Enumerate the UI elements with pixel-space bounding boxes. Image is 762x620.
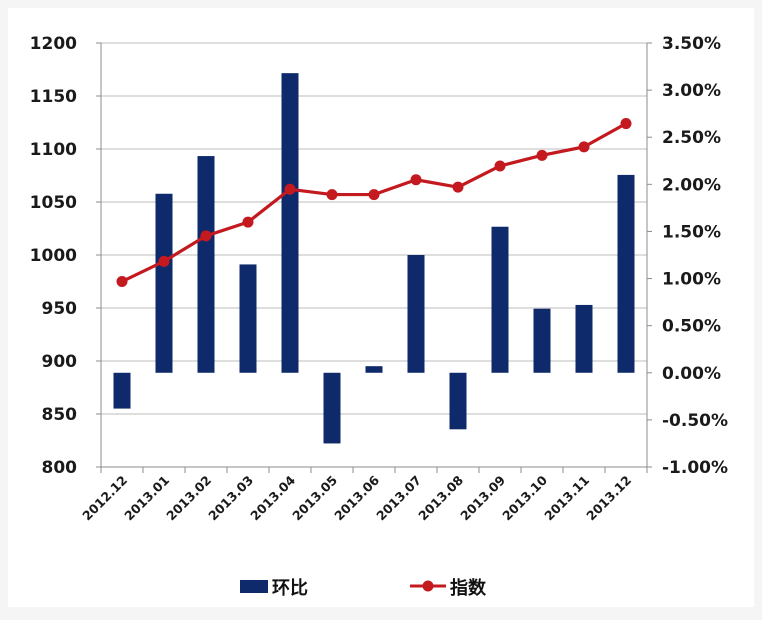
y-right-tick-label: 2.50% <box>662 128 721 148</box>
y-right-tick-label: 2.00% <box>662 175 721 195</box>
y-right-tick-label: -1.00% <box>662 458 728 478</box>
line-point <box>326 189 338 201</box>
legend-label-bar: 环比 <box>272 578 308 599</box>
y-left-tick-label: 1000 <box>30 246 77 266</box>
bar <box>407 255 425 373</box>
line-point <box>410 174 422 186</box>
y-left-tick-label: 1100 <box>30 140 77 160</box>
line-point <box>284 183 296 195</box>
line-point <box>200 230 212 242</box>
y-right-tick-label: 1.50% <box>662 222 721 242</box>
bar <box>323 372 341 444</box>
bar <box>155 193 173 373</box>
bar <box>197 156 215 373</box>
bar <box>365 366 383 373</box>
bar <box>113 372 131 409</box>
line-point <box>452 181 464 193</box>
line-point <box>494 160 506 172</box>
bar <box>491 226 509 373</box>
line-point <box>620 118 632 130</box>
y-left-tick-label: 850 <box>42 405 78 425</box>
legend-swatch-marker <box>422 580 434 592</box>
y-right-tick-label: -0.50% <box>662 411 728 431</box>
line-point <box>536 149 548 161</box>
line-point <box>158 255 170 267</box>
legend: 环比 指数 <box>240 577 487 599</box>
y-left-tick-label: 1150 <box>30 87 77 107</box>
y-right-tick-label: 0.50% <box>662 317 721 337</box>
y-left-tick-label: 800 <box>42 458 78 478</box>
y-left-tick-label: 900 <box>42 352 78 372</box>
y-right-tick-label: 1.00% <box>662 270 721 290</box>
line-point <box>242 216 254 228</box>
y-left-tick-label: 1050 <box>30 193 77 213</box>
bar <box>239 264 257 373</box>
line-point <box>368 189 380 201</box>
line-point <box>116 276 128 287</box>
legend-label-line: 指数 <box>450 577 487 599</box>
bar <box>617 174 635 373</box>
y-right-tick-label: 3.00% <box>662 81 721 101</box>
y-left-tick-label: 1200 <box>30 34 77 54</box>
legend-swatch-bar <box>240 580 268 593</box>
bar <box>575 304 593 373</box>
line-point <box>578 141 590 153</box>
y-left-tick-label: 950 <box>42 299 78 319</box>
bar <box>533 308 551 373</box>
bar <box>281 73 299 373</box>
axes <box>96 42 652 473</box>
y-right-tick-label: 0.00% <box>662 364 721 384</box>
bar <box>449 372 467 430</box>
y-right-tick-label: 3.50% <box>662 34 721 54</box>
bar-series <box>113 73 635 444</box>
line-series <box>116 118 632 287</box>
